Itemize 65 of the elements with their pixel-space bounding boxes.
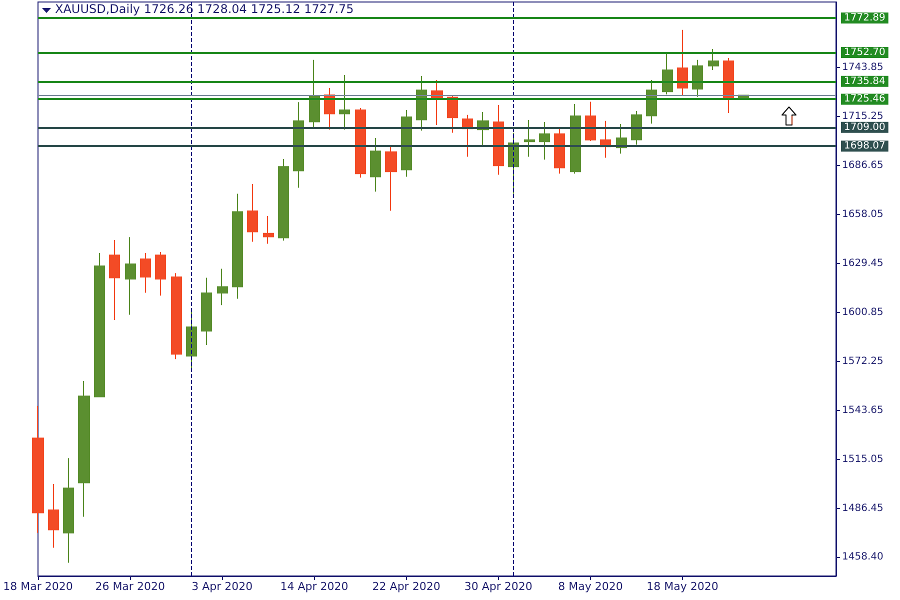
candlestick xyxy=(646,79,657,124)
candlestick xyxy=(171,272,182,360)
ref-line-label: 1698.07 xyxy=(844,140,886,152)
candlestick xyxy=(708,48,719,71)
candlestick xyxy=(309,59,320,128)
ref-line-label: 1772.89 xyxy=(844,12,886,24)
candlestick xyxy=(155,251,166,296)
candlestick xyxy=(63,458,74,564)
candlestick xyxy=(293,102,304,188)
ref-line-label: 1752.70 xyxy=(844,47,886,58)
y-tick-label: 1686.65 xyxy=(842,160,884,172)
candlestick xyxy=(217,268,228,306)
candlestick xyxy=(339,74,350,130)
candlestick xyxy=(78,380,90,518)
candlestick xyxy=(431,79,443,126)
candlestick xyxy=(385,145,397,212)
candlestick xyxy=(524,120,535,158)
candlestick xyxy=(692,59,703,98)
candlestick xyxy=(416,76,427,132)
y-tick-label: 1600.85 xyxy=(842,307,884,318)
candlestick xyxy=(662,53,673,95)
chart-title: XAUUSD,Daily 1726.26 1728.04 1725.12 1727.75 xyxy=(55,2,354,16)
ref-line-label: 1709.00 xyxy=(844,122,886,133)
x-tick-label: 14 Apr 2020 xyxy=(280,580,348,593)
candlestick xyxy=(278,158,289,242)
candlestick xyxy=(125,236,136,316)
candlestick xyxy=(493,104,504,176)
candlestick xyxy=(570,103,581,174)
candlestick xyxy=(447,94,458,134)
candlestick xyxy=(48,483,59,548)
candlestick xyxy=(585,101,596,142)
y-tick-label: 1515.05 xyxy=(842,454,884,466)
candlestick xyxy=(201,277,212,346)
y-tick-label: 1572.25 xyxy=(842,356,884,368)
candlestick xyxy=(355,108,366,178)
x-tick-label: 8 May 2020 xyxy=(558,580,623,593)
ref-line-label: 1725.46 xyxy=(844,94,886,105)
candlestick xyxy=(631,110,642,146)
x-tick-label: 26 Mar 2020 xyxy=(95,580,165,593)
candlestick xyxy=(140,252,151,294)
y-tick-label: 1629.45 xyxy=(842,258,884,270)
candlestick xyxy=(247,183,258,242)
candlestick xyxy=(370,138,381,192)
y-tick-label: 1486.45 xyxy=(842,503,884,514)
ref-line-label: 1735.84 xyxy=(844,76,886,87)
y-tick-label: 1715.25 xyxy=(842,111,884,122)
candlestick xyxy=(232,193,243,300)
y-tick-label: 1543.65 xyxy=(842,405,884,416)
x-tick-label: 22 Apr 2020 xyxy=(372,580,440,593)
y-tick-label: 1658.05 xyxy=(842,209,884,220)
candlestick xyxy=(539,121,550,160)
candlestick xyxy=(554,127,565,174)
candlestick xyxy=(263,216,274,244)
x-tick-label: 18 May 2020 xyxy=(646,580,718,593)
x-tick-label: 18 Mar 2020 xyxy=(3,580,73,593)
candlestick xyxy=(109,239,120,321)
x-tick-label: 30 Apr 2020 xyxy=(464,580,532,593)
candlestick xyxy=(723,58,734,114)
y-tick-label: 1458.40 xyxy=(842,551,884,562)
x-tick-label: 3 Apr 2020 xyxy=(192,580,253,593)
y-tick-label: 1743.85 xyxy=(842,62,884,74)
candlestick xyxy=(32,406,44,534)
candlestick xyxy=(94,252,105,398)
candlestick xyxy=(401,109,412,178)
candlestick xyxy=(677,29,688,96)
